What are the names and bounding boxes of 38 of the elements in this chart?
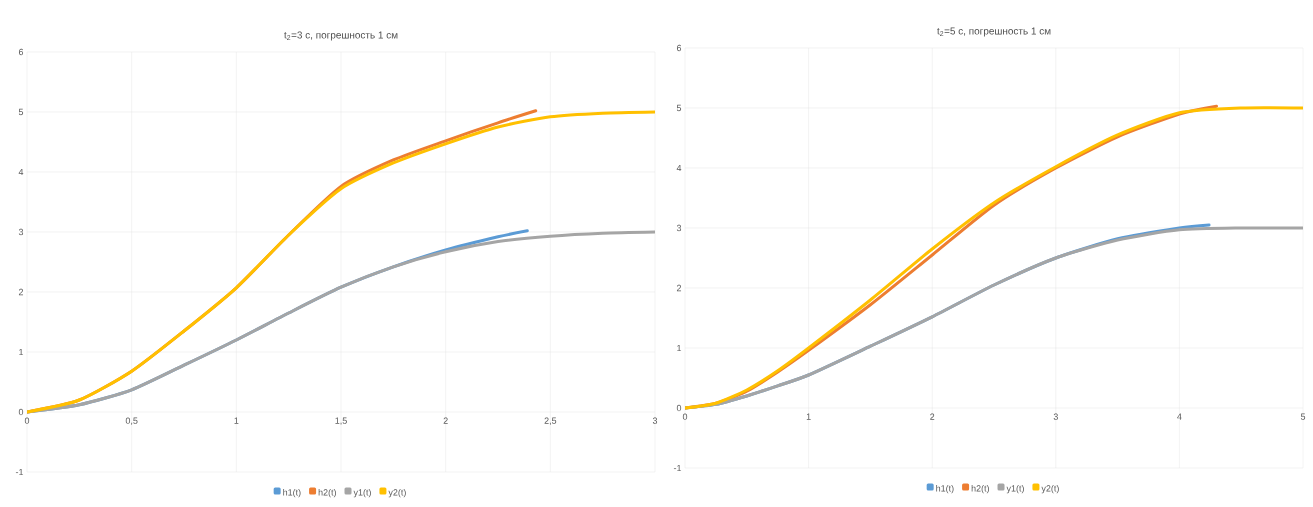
y-tick-label: 5 [676, 104, 682, 112]
legend-label: y1(t) [1006, 485, 1024, 494]
x-tick-label: 0 [24, 417, 30, 424]
x-tick-label: 1 [806, 413, 811, 420]
x-tick-label: 1 [234, 417, 239, 424]
x-tick-label: 0 [682, 413, 688, 420]
x-tick-label: 5 [1300, 413, 1306, 420]
y-tick-label: 6 [18, 48, 24, 56]
legend-label: h1(t) [283, 489, 301, 498]
x-tick-label: 3 [652, 417, 658, 424]
legend-label: h1(t) [936, 485, 954, 494]
y-tick-label: -1 [15, 468, 24, 476]
legend-label: h2(t) [318, 489, 336, 498]
legend-label: y2(t) [388, 489, 406, 498]
y-tick-label: 2 [676, 284, 682, 292]
y-tick-label: 1 [19, 348, 24, 356]
legend-label: y1(t) [353, 489, 371, 498]
x-tick-label: 1,5 [335, 417, 347, 425]
y-tick-label: 3 [18, 228, 24, 236]
x-tick-label: 2 [930, 413, 935, 420]
x-tick-label: 4 [1177, 413, 1182, 420]
y-tick-label: 6 [676, 44, 682, 52]
y-tick-label: 1 [677, 344, 682, 352]
y-tick-label: 0 [676, 404, 682, 412]
x-tick-label: 2,5 [544, 417, 557, 425]
y-tick-label: 5 [18, 108, 24, 116]
y-tick-label: 4 [18, 168, 24, 176]
y-tick-label: -1 [673, 464, 682, 472]
y-tick-label: 4 [676, 164, 682, 172]
x-tick-label: 3 [1053, 413, 1058, 420]
y-tick-label: 3 [676, 224, 682, 232]
legend-label: y2(t) [1041, 485, 1059, 494]
x-tick-label: 0,5 [125, 417, 138, 425]
legend-label: h2(t) [971, 485, 989, 494]
chart-title: t$_{2}$=3 с, погрешность 1 см [284, 31, 398, 41]
x-tick-label: 2 [443, 417, 448, 424]
y-tick-label: 2 [18, 288, 24, 296]
chart-title: t$_{2}$=5 с, погрешность 1 см [937, 27, 1051, 37]
